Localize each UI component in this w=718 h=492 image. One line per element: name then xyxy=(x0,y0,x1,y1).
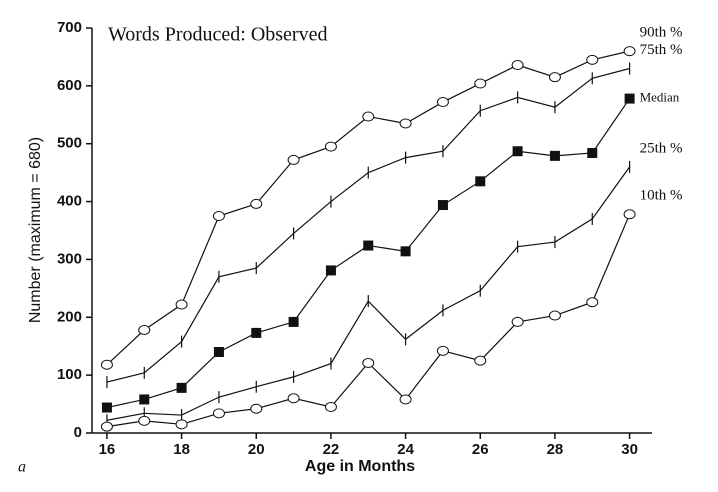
marker xyxy=(362,111,375,122)
marker xyxy=(287,154,300,165)
x-tick-label: 28 xyxy=(547,441,564,458)
marker xyxy=(101,402,112,413)
marker xyxy=(324,141,337,152)
marker xyxy=(176,382,187,393)
y-tick-label: 200 xyxy=(57,308,82,325)
series-label: 10th % xyxy=(640,188,683,204)
marker xyxy=(212,211,225,222)
panel-label: a xyxy=(18,459,26,476)
chart-title: Words Produced: Observed xyxy=(108,24,327,46)
y-tick-label: 500 xyxy=(57,135,82,152)
marker xyxy=(251,327,262,338)
marker xyxy=(363,240,374,251)
marker xyxy=(623,209,636,220)
marker xyxy=(511,60,524,71)
marker xyxy=(399,394,412,405)
marker xyxy=(587,147,598,158)
y-axis-label: Number (maximum = 680) xyxy=(27,137,44,323)
marker xyxy=(474,355,487,366)
marker xyxy=(400,246,411,257)
y-tick-label: 400 xyxy=(57,193,82,210)
marker xyxy=(175,299,188,310)
y-tick-label: 0 xyxy=(74,424,82,441)
marker xyxy=(362,357,375,368)
marker xyxy=(549,150,560,161)
marker xyxy=(586,54,599,65)
marker xyxy=(138,325,151,336)
x-tick-label: 22 xyxy=(323,441,340,458)
marker xyxy=(325,265,336,276)
marker xyxy=(324,401,337,412)
marker xyxy=(175,419,188,430)
marker xyxy=(548,310,561,321)
marker xyxy=(139,394,150,405)
marker xyxy=(250,198,263,209)
x-tick-label: 16 xyxy=(99,441,116,458)
marker xyxy=(511,316,524,327)
y-tick-label: 300 xyxy=(57,250,82,267)
marker xyxy=(138,415,151,426)
marker xyxy=(586,297,599,308)
series-line xyxy=(106,166,631,421)
marker xyxy=(287,393,300,404)
series-label: 25th % xyxy=(640,140,683,156)
marker xyxy=(436,97,449,108)
marker xyxy=(623,46,636,57)
x-tick-label: 24 xyxy=(397,441,414,458)
marker xyxy=(100,359,113,370)
marker xyxy=(512,146,523,157)
x-tick-label: 20 xyxy=(248,441,265,458)
series-label: 75th % xyxy=(640,42,683,58)
marker xyxy=(437,200,448,211)
y-tick-label: 700 xyxy=(57,19,82,36)
marker xyxy=(399,118,412,129)
series-label: Median xyxy=(640,90,680,105)
marker xyxy=(548,72,561,83)
marker xyxy=(436,345,449,356)
x-axis-label: Age in Months xyxy=(305,458,415,475)
marker xyxy=(250,403,263,414)
marker xyxy=(213,347,224,357)
marker xyxy=(212,408,225,419)
marker xyxy=(474,78,487,89)
marker xyxy=(475,176,486,187)
marker xyxy=(624,93,635,104)
x-tick-label: 26 xyxy=(472,441,489,458)
series-label: 90th % xyxy=(640,25,683,41)
marker xyxy=(288,316,299,327)
x-tick-label: 30 xyxy=(621,441,638,458)
marker xyxy=(100,421,113,432)
x-tick-label: 18 xyxy=(173,441,190,458)
y-tick-label: 100 xyxy=(57,366,82,383)
y-tick-label: 600 xyxy=(57,77,82,94)
